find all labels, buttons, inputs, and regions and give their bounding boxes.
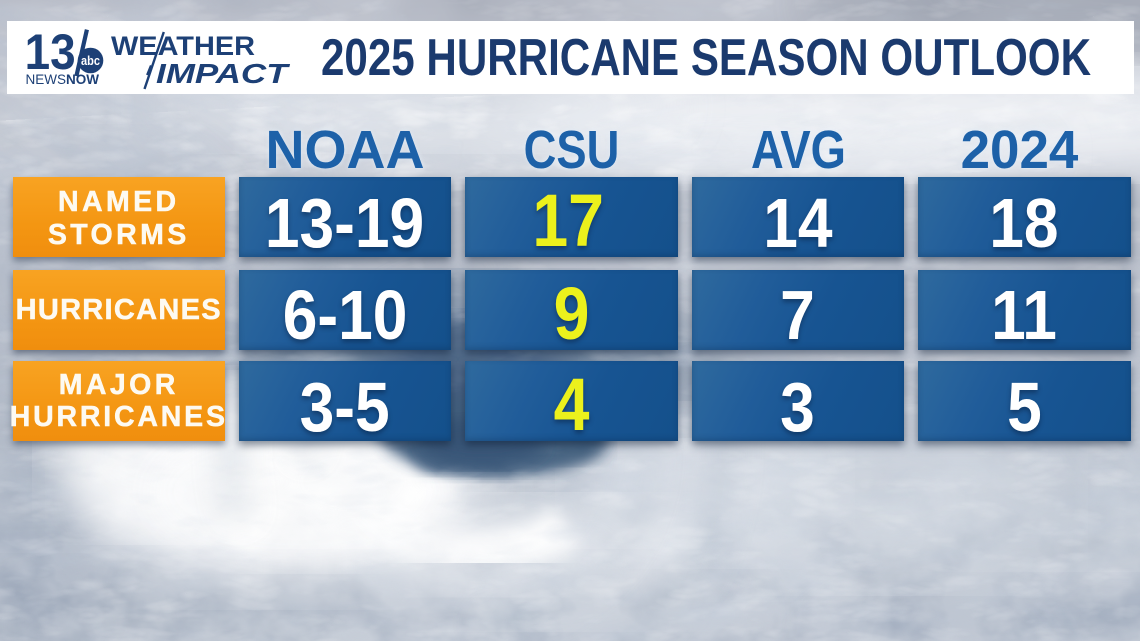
svg-text:IMPACT: IMPACT [156,58,291,89]
svg-text:NEWSNOW: NEWSNOW [26,72,100,87]
svg-text:abc: abc [81,54,100,68]
svg-text:WEATHER: WEATHER [111,31,255,61]
svg-text:13: 13 [25,24,76,80]
